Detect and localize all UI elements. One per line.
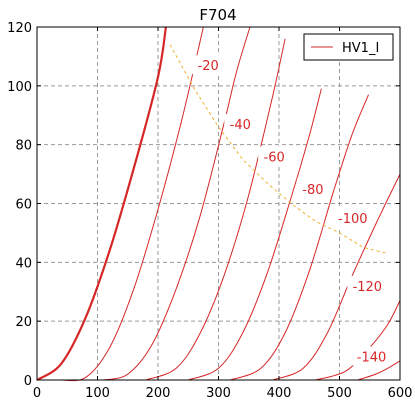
curve-labels: -20 -40 -60 -80 -100 -120 -140: [192, 55, 392, 366]
curve-label-bg: [332, 208, 373, 228]
power-limit-curve: [169, 44, 389, 254]
y-tick-label: 40: [15, 256, 32, 271]
plate-curves: [36, 26, 401, 382]
plate-curve-minus-100: [230, 94, 369, 381]
curve-label-group: -120: [347, 275, 388, 295]
x-tick-label: 200: [146, 386, 171, 401]
curve-label: -40: [230, 118, 251, 133]
y-tick-label: 20: [15, 315, 32, 330]
plate-curve-minus-20: [61, 26, 204, 382]
curve-label-group: -20: [192, 55, 225, 75]
curve-label: -60: [264, 150, 285, 165]
curve-label-group: -140: [351, 346, 392, 366]
curve-label-group: -60: [258, 146, 291, 166]
curve-label: -20: [198, 59, 219, 74]
plate-curve-minus-80: [188, 88, 322, 381]
curve-label-group: -80: [296, 178, 329, 198]
y-tick-label: 0: [24, 374, 32, 389]
curve-label-group: -100: [332, 208, 373, 228]
curve-label-group: -40: [224, 114, 257, 134]
plate-curve-minus-60: [145, 38, 286, 381]
x-tick-label: 600: [388, 386, 413, 401]
plate-curve-minus-160: [357, 360, 401, 381]
x-tick-label: 400: [267, 386, 292, 401]
x-tick-label: 300: [206, 386, 231, 401]
axis-ticks: 0 100 200 300 400 500 600 0 20 40 60 80 100 120: [7, 21, 412, 401]
x-tick-label: 100: [85, 386, 110, 401]
curve-label-bg: [347, 275, 388, 295]
plate-curve-minus-40: [103, 26, 251, 381]
x-tick-label: 0: [33, 386, 41, 401]
curve-label-bg: [192, 55, 225, 75]
y-tick-label: 60: [15, 198, 32, 213]
grid: [37, 27, 400, 380]
x-tick-label: 500: [327, 386, 352, 401]
curve-label: -80: [302, 183, 323, 198]
y-tick-label: 100: [7, 80, 32, 95]
curve-label-bg: [296, 178, 329, 198]
curve-label-bg: [258, 146, 291, 166]
curve-label: -140: [357, 350, 387, 365]
y-tick-label: 120: [7, 21, 32, 36]
plate-curve-0: [36, 26, 167, 381]
curve-label: -120: [353, 280, 383, 295]
legend: HV1_I: [303, 33, 394, 61]
legend-label: HV1_I: [342, 41, 379, 56]
plate-curve-minus-120: [272, 173, 401, 381]
curve-label-bg: [351, 346, 392, 366]
curve-label: -100: [338, 212, 368, 227]
chart-title: F704: [199, 6, 236, 24]
y-tick-label: 80: [15, 139, 32, 154]
curve-label-bg: [224, 114, 257, 134]
